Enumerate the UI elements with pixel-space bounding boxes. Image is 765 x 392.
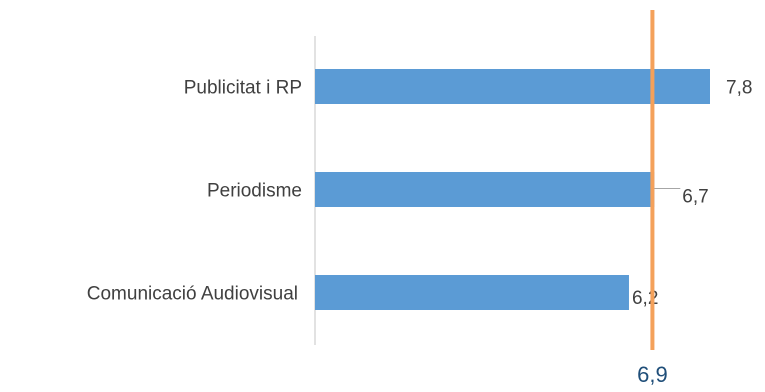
- category-label: Comunicació Audiovisual: [87, 284, 298, 305]
- bar: [315, 69, 710, 104]
- category-labels: Publicitat i RP Periodisme Comunicació Aud…: [87, 78, 302, 305]
- bar: [315, 275, 629, 310]
- value-label: 6,7: [682, 187, 708, 208]
- category-label: Publicitat i RP: [184, 78, 302, 99]
- reference-line-label: 6,9: [637, 362, 668, 387]
- bar: [315, 172, 655, 207]
- bars: [315, 69, 710, 310]
- category-label: Periodisme: [207, 181, 302, 202]
- value-label: 7,8: [726, 78, 752, 99]
- value-label: 6,2: [632, 288, 658, 309]
- value-labels: 7,8 6,7 6,2: [632, 78, 752, 310]
